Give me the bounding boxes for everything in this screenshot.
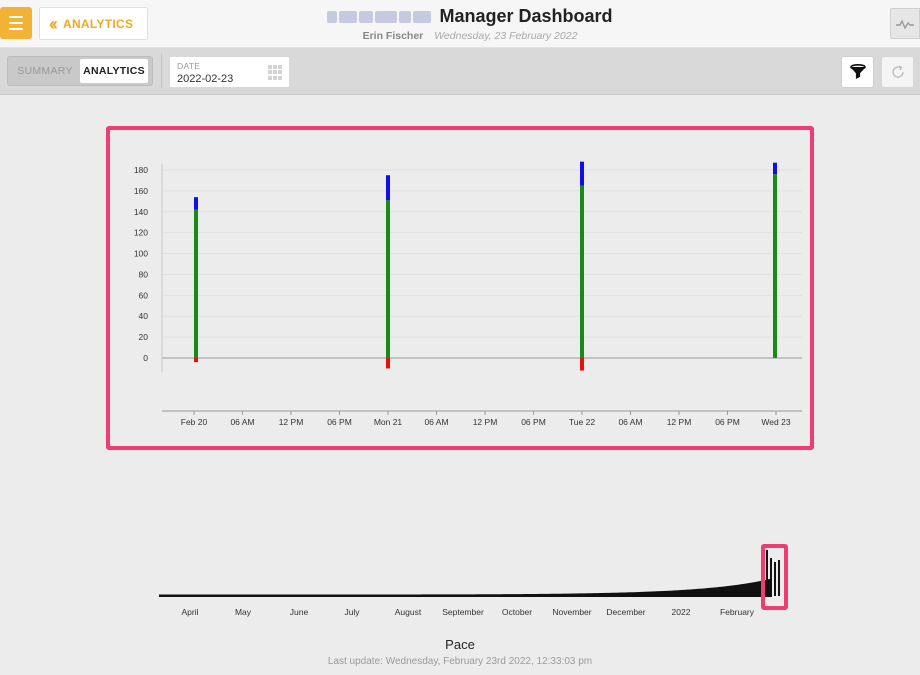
page-title: Manager Dashboard <box>439 6 613 26</box>
x-tick-label: Wed 23 <box>761 417 790 427</box>
x-tick-label: 12 PM <box>667 417 692 427</box>
navigator-spike <box>770 558 772 596</box>
filter-funnel-icon <box>849 63 866 79</box>
navigator-label: October <box>502 607 532 617</box>
bar-mon-21-s2 <box>386 358 390 369</box>
y-tick-label: 80 <box>139 269 149 279</box>
x-tick-label: 06 AM <box>618 417 642 427</box>
menu-button[interactable] <box>0 7 32 39</box>
pace-chart[interactable]: 0 20 40 60 80 100 120 140 160 180 Feb 20 06 AM 12 PM… <box>106 126 814 450</box>
navigator-label: August <box>395 607 422 617</box>
x-tick-label: Mon 21 <box>374 417 403 427</box>
navigator-range-handle[interactable] <box>761 544 788 610</box>
navigator-label: April <box>181 607 198 617</box>
navigator-label: 2022 <box>672 607 691 617</box>
date-label: DATE <box>177 61 201 71</box>
bar-wed-23-s1 <box>773 162 777 175</box>
navigator-label: May <box>235 607 252 617</box>
x-tick-label: 06 PM <box>327 417 352 427</box>
y-tick-label: 60 <box>139 290 149 300</box>
x-tick-label: 06 PM <box>521 417 546 427</box>
activity-button[interactable] <box>890 8 920 39</box>
redacted-name <box>327 10 432 23</box>
x-tick-label: 06 AM <box>230 417 254 427</box>
navigator-label: February <box>720 607 755 617</box>
hamburger-icon <box>9 16 23 18</box>
y-tick-label: 40 <box>139 311 149 321</box>
timeline-navigator[interactable]: April May June July August September October No… <box>150 540 790 620</box>
navigator-label: June <box>290 607 309 617</box>
navigator-label: July <box>344 607 360 617</box>
x-tick-label: Feb 20 <box>181 417 208 427</box>
pulse-icon <box>896 18 914 30</box>
x-tick-label: 12 PM <box>473 417 498 427</box>
subtitle: Erin Fischer Wednesday, 23 February 2022 <box>310 30 630 42</box>
header-bar: ‹‹ ANALYTICS Manager Dashboard Erin Fisc… <box>0 0 920 48</box>
calendar-grid-icon <box>268 65 283 80</box>
header-date: Wednesday, 23 February 2022 <box>434 30 578 42</box>
x-tick-label: Tue 22 <box>569 417 595 427</box>
back-button-label: ANALYTICS <box>63 16 134 31</box>
bar-wed-23-s0 <box>773 174 777 358</box>
bar-tue-22-s0 <box>580 185 584 358</box>
double-chevron-left-icon: ‹‹ <box>49 13 58 34</box>
date-picker[interactable]: DATE 2022-02-23 <box>169 56 290 88</box>
bar-mon-21-s0 <box>386 200 390 358</box>
toolbar-divider <box>161 54 162 88</box>
pace-chart-svg: 0 20 40 60 80 100 120 140 160 180 Feb 20 06 AM 12 PM… <box>134 161 802 427</box>
bar-feb-20-s2 <box>194 358 198 363</box>
filter-button[interactable] <box>841 56 874 88</box>
date-value: 2022-02-23 <box>177 73 234 85</box>
toolbar: SUMMARY ANALYTICS DATE 2022-02-23 <box>0 48 920 95</box>
navigator-area <box>159 578 772 596</box>
refresh-button[interactable] <box>881 56 914 88</box>
user-name: Erin Fischer <box>362 30 424 42</box>
x-tick-label: 06 PM <box>715 417 740 427</box>
bar-feb-20-s0 <box>194 209 198 358</box>
y-tick-label: 20 <box>139 332 149 342</box>
bar-tue-22-s2 <box>580 358 584 371</box>
y-tick-label: 160 <box>134 186 148 196</box>
navigator-label: December <box>606 607 645 617</box>
y-tick-label: 100 <box>134 249 148 259</box>
title-block: Manager Dashboard Erin Fischer Wednesday… <box>310 6 630 42</box>
y-tick-label: 120 <box>134 228 148 238</box>
tab-analytics[interactable]: ANALYTICS <box>80 59 148 83</box>
y-tick-label: 140 <box>134 207 148 217</box>
navigator-spike <box>766 550 768 596</box>
navigator-label: November <box>552 607 591 617</box>
bar-tue-22-s1 <box>580 161 584 186</box>
navigator-spike <box>774 562 776 596</box>
bar-mon-21-s1 <box>386 175 390 201</box>
back-button[interactable]: ‹‹ ANALYTICS <box>39 7 148 40</box>
tab-summary[interactable]: SUMMARY <box>17 65 73 77</box>
view-toggle: SUMMARY ANALYTICS <box>7 56 153 86</box>
y-tick-label: 180 <box>134 165 148 175</box>
navigator-spike <box>778 560 780 596</box>
refresh-icon <box>891 65 904 78</box>
y-tick-label: 0 <box>143 353 148 363</box>
last-update: Last update: Wednesday, February 23rd 20… <box>327 656 593 667</box>
x-tick-label: 06 AM <box>424 417 448 427</box>
bar-feb-20-s1 <box>194 197 198 210</box>
x-tick-label: 12 PM <box>279 417 304 427</box>
chart-title: Pace <box>445 637 475 652</box>
navigator-label: September <box>442 607 484 617</box>
